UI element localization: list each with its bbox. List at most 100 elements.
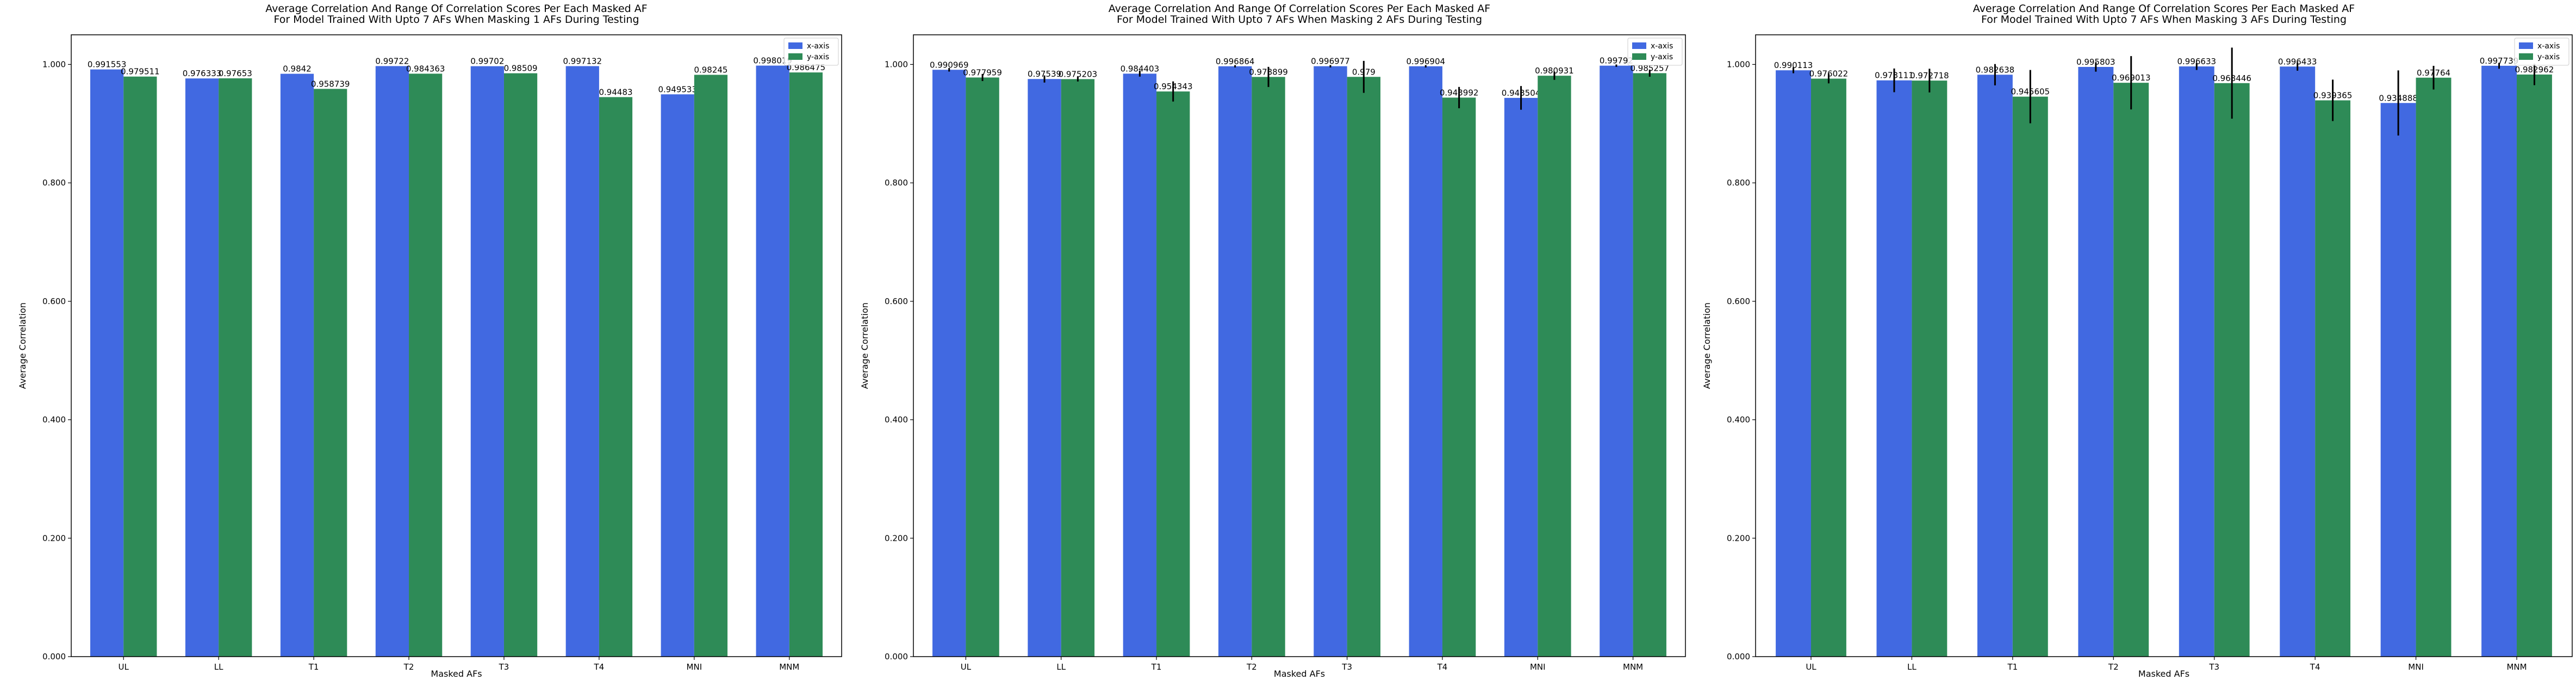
bar-x-axis-UL: [90, 69, 124, 657]
data-label: 0.934888: [2379, 93, 2418, 103]
y-tick-label: 0.000: [1727, 652, 1750, 662]
data-label: 0.982962: [2515, 65, 2554, 75]
bar-x-axis-T2: [375, 66, 409, 657]
bar-x-axis-T1: [280, 73, 314, 657]
x-axis-label: Masked AFs: [1274, 669, 1325, 679]
x-tick-label: T2: [1246, 662, 1257, 672]
data-label: 0.97653: [219, 69, 252, 78]
x-tick-label: T3: [499, 662, 509, 672]
x-tick-label: T1: [308, 662, 319, 672]
data-label: 0.98245: [694, 65, 727, 75]
x-tick-label: MNI: [2408, 662, 2424, 672]
y-tick-label: 0.800: [42, 178, 66, 188]
bar-x-axis-T1: [1977, 75, 2013, 657]
data-label: 0.984403: [1121, 64, 1160, 73]
data-label: 0.943504: [1502, 88, 1541, 98]
bar-y-axis-MNI: [2416, 77, 2451, 657]
bar-y-axis-LL: [1912, 81, 1947, 657]
bar-y-axis-T4: [2315, 100, 2351, 657]
bar-x-axis-MNM: [756, 65, 789, 657]
data-label: 0.980931: [1535, 66, 1574, 76]
y-tick-label: 1.000: [42, 59, 66, 69]
data-label: 0.939365: [2313, 90, 2353, 100]
chart-title: For Model Trained With Upto 7 AFs When M…: [1117, 14, 1482, 26]
bar-x-axis-T1: [1123, 73, 1157, 657]
chart-panel-3: Average Correlation And Range Of Correla…: [1702, 3, 2573, 679]
legend-label: y-axis: [1651, 53, 1673, 61]
chart-title: Average Correlation And Range Of Correla…: [265, 3, 647, 15]
x-tick-label: MNM: [1623, 662, 1643, 672]
bar-y-axis-MNI: [1538, 76, 1571, 657]
data-label: 0.997132: [563, 57, 602, 66]
bar-y-axis-T1: [314, 89, 347, 657]
x-tick-label: UL: [961, 662, 972, 672]
y-tick-label: 0.200: [885, 533, 908, 543]
x-tick-label: T2: [403, 662, 414, 672]
bar-y-axis-MNM: [789, 72, 823, 657]
data-label: 0.97764: [2417, 68, 2450, 78]
y-tick-label: 0.000: [885, 652, 908, 662]
legend-swatch-y-axis: [1632, 53, 1646, 60]
bar-x-axis-T4: [1409, 66, 1442, 657]
data-label: 0.996633: [2177, 57, 2216, 66]
y-tick-label: 0.000: [42, 652, 66, 662]
bar-x-axis-T3: [470, 66, 504, 657]
bar-y-axis-T2: [1252, 77, 1285, 657]
bar-x-axis-MNI: [2380, 103, 2416, 657]
legend-swatch-x-axis: [1632, 42, 1646, 49]
legend-label: y-axis: [807, 53, 829, 61]
data-label: 0.996864: [1216, 57, 1255, 66]
data-label: 0.973111: [1875, 71, 1914, 81]
data-label: 0.99722: [375, 56, 409, 66]
legend-swatch-y-axis: [2519, 53, 2533, 60]
legend-swatch-y-axis: [788, 53, 802, 60]
bar-y-axis-T2: [2113, 83, 2149, 657]
chart-panel-2: Average Correlation And Range Of Correla…: [860, 3, 1686, 679]
data-label: 0.984363: [406, 64, 445, 73]
y-axis-label: Average Correlation: [17, 302, 28, 389]
x-tick-label: T2: [2108, 662, 2119, 672]
data-label: 0.945605: [2011, 87, 2050, 97]
bar-x-axis-UL: [932, 70, 966, 657]
data-label: 0.949533: [658, 84, 697, 94]
bar-y-axis-UL: [123, 76, 157, 657]
data-label: 0.98509: [504, 64, 538, 73]
bar-x-axis-LL: [1876, 80, 1912, 657]
data-label: 0.979: [1352, 67, 1376, 77]
data-label: 0.976022: [1809, 69, 1849, 79]
bar-x-axis-T2: [2078, 66, 2114, 657]
x-tick-label: MNM: [2506, 662, 2527, 672]
data-label: 0.990113: [1774, 60, 1813, 70]
y-tick-label: 0.400: [42, 415, 66, 425]
data-label: 0.958739: [311, 79, 350, 89]
y-tick-label: 1.000: [1727, 59, 1750, 69]
data-label: 0.990969: [930, 60, 969, 70]
legend-swatch-x-axis: [2519, 42, 2533, 49]
y-tick-label: 0.200: [1727, 533, 1750, 543]
data-label: 0.982638: [1976, 65, 2015, 75]
bar-y-axis-T3: [1347, 77, 1381, 657]
bar-x-axis-T3: [1314, 66, 1347, 657]
x-tick-label: UL: [1806, 662, 1816, 672]
legend-swatch-x-axis: [788, 42, 802, 49]
data-label: 0.976333: [183, 69, 222, 78]
bar-x-axis-T2: [1218, 66, 1252, 657]
bar-x-axis-T4: [565, 66, 599, 657]
y-tick-label: 0.600: [885, 296, 908, 306]
x-tick-label: T3: [2208, 662, 2219, 672]
x-tick-label: T1: [1151, 662, 1162, 672]
data-label: 0.998019: [753, 56, 792, 66]
y-tick-label: 0.400: [1727, 415, 1750, 425]
bar-y-axis-T4: [599, 97, 633, 657]
data-label: 0.968446: [2212, 73, 2251, 83]
bar-x-axis-MNI: [1504, 97, 1538, 657]
plot-frame: [71, 34, 842, 657]
data-label: 0.969013: [2112, 73, 2151, 83]
y-tick-label: 0.800: [885, 178, 908, 188]
bar-x-axis-T3: [2179, 66, 2214, 657]
legend-label: x-axis: [1651, 42, 1673, 51]
data-label: 0.943992: [1440, 88, 1479, 97]
y-tick-label: 0.600: [1727, 296, 1750, 306]
data-label: 0.954343: [1154, 82, 1193, 91]
x-tick-label: UL: [119, 662, 129, 672]
